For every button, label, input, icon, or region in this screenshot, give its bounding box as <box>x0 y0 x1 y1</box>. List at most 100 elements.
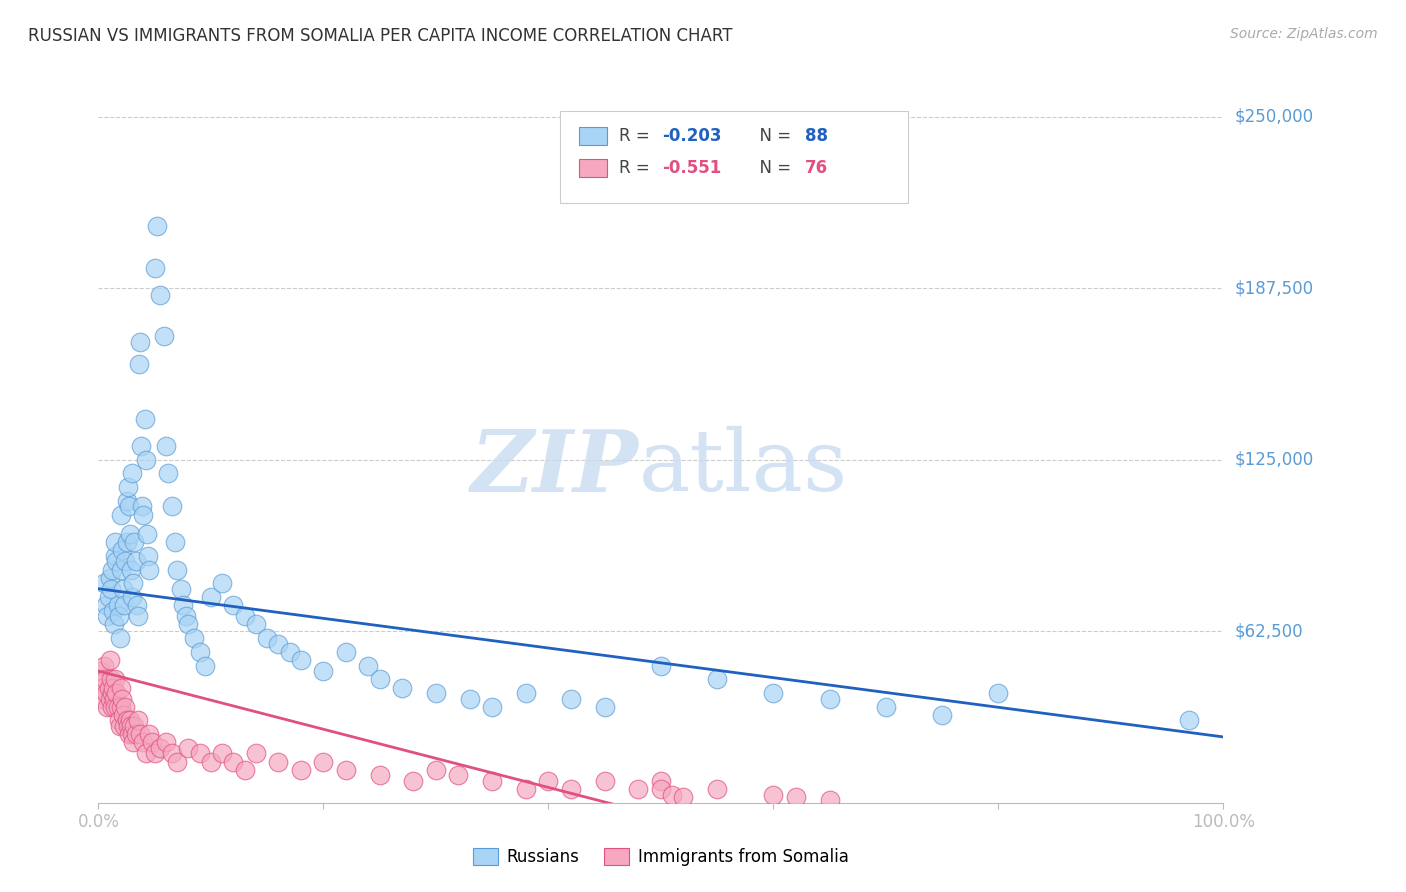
Point <box>312 664 335 678</box>
Text: N =: N = <box>748 159 796 177</box>
Point <box>97 681 120 695</box>
Point <box>94 673 117 687</box>
Point <box>131 500 153 514</box>
Point <box>245 747 267 761</box>
Point <box>110 508 132 522</box>
Point <box>368 673 391 687</box>
Point <box>105 686 128 700</box>
Point <box>458 691 481 706</box>
Text: $250,000: $250,000 <box>1234 108 1313 126</box>
Point <box>166 755 188 769</box>
Point <box>135 747 157 761</box>
Point <box>267 755 290 769</box>
Point <box>110 681 132 695</box>
Point <box>122 735 145 749</box>
Point <box>290 763 312 777</box>
Point <box>188 645 211 659</box>
Text: 76: 76 <box>804 159 828 177</box>
Point <box>111 691 134 706</box>
Point <box>706 673 728 687</box>
Point <box>174 609 197 624</box>
Point <box>177 740 200 755</box>
Point <box>155 735 177 749</box>
Point <box>661 788 683 802</box>
Point <box>124 535 146 549</box>
Point <box>103 617 125 632</box>
Point <box>90 664 112 678</box>
Point <box>481 699 503 714</box>
Point <box>149 288 172 302</box>
Point <box>160 500 183 514</box>
Point <box>101 681 124 695</box>
Point <box>134 411 156 425</box>
Point <box>108 631 131 645</box>
Point <box>129 727 152 741</box>
Point <box>290 653 312 667</box>
Point <box>96 686 118 700</box>
Point <box>91 691 114 706</box>
Point <box>112 598 135 612</box>
Point <box>650 658 672 673</box>
Point <box>132 508 155 522</box>
Point <box>104 535 127 549</box>
Text: atlas: atlas <box>638 425 848 509</box>
Point <box>120 719 142 733</box>
Point <box>104 549 127 563</box>
Point <box>100 673 122 687</box>
Text: Source: ZipAtlas.com: Source: ZipAtlas.com <box>1230 27 1378 41</box>
Point <box>118 714 141 728</box>
Point <box>115 535 138 549</box>
Point <box>278 645 301 659</box>
Point <box>122 576 145 591</box>
Point <box>149 740 172 755</box>
Point <box>481 773 503 788</box>
Point <box>97 590 120 604</box>
Point <box>141 735 163 749</box>
Text: N =: N = <box>748 127 796 145</box>
Point <box>112 719 135 733</box>
Point <box>818 691 841 706</box>
Point <box>101 562 124 576</box>
Point <box>987 686 1010 700</box>
Point <box>107 699 129 714</box>
Point <box>222 755 245 769</box>
Point <box>117 719 139 733</box>
Text: RUSSIAN VS IMMIGRANTS FROM SOMALIA PER CAPITA INCOME CORRELATION CHART: RUSSIAN VS IMMIGRANTS FROM SOMALIA PER C… <box>28 27 733 45</box>
Point <box>101 686 124 700</box>
Point <box>96 609 118 624</box>
Point <box>402 773 425 788</box>
Point <box>560 782 582 797</box>
Point <box>121 590 143 604</box>
Point <box>114 554 136 568</box>
Point <box>127 609 149 624</box>
Point <box>537 773 560 788</box>
Point <box>125 598 148 612</box>
Point <box>200 755 222 769</box>
Point <box>107 609 129 624</box>
Text: $62,500: $62,500 <box>1234 623 1303 640</box>
Point <box>447 768 470 782</box>
Point <box>515 782 537 797</box>
Point <box>560 691 582 706</box>
Point <box>267 637 290 651</box>
Point <box>100 582 122 596</box>
Point <box>101 604 124 618</box>
Point <box>160 747 183 761</box>
Point <box>143 260 166 275</box>
Point <box>112 582 135 596</box>
Point <box>138 727 160 741</box>
Point <box>124 727 146 741</box>
Point <box>211 747 233 761</box>
Point <box>143 747 166 761</box>
Point <box>103 691 125 706</box>
Point <box>627 782 650 797</box>
Point <box>256 631 278 645</box>
Point <box>107 598 129 612</box>
Point <box>177 617 200 632</box>
Point <box>96 699 118 714</box>
Point <box>129 334 152 349</box>
Point <box>90 681 112 695</box>
Point <box>875 699 897 714</box>
Point <box>155 439 177 453</box>
Text: 88: 88 <box>804 127 828 145</box>
